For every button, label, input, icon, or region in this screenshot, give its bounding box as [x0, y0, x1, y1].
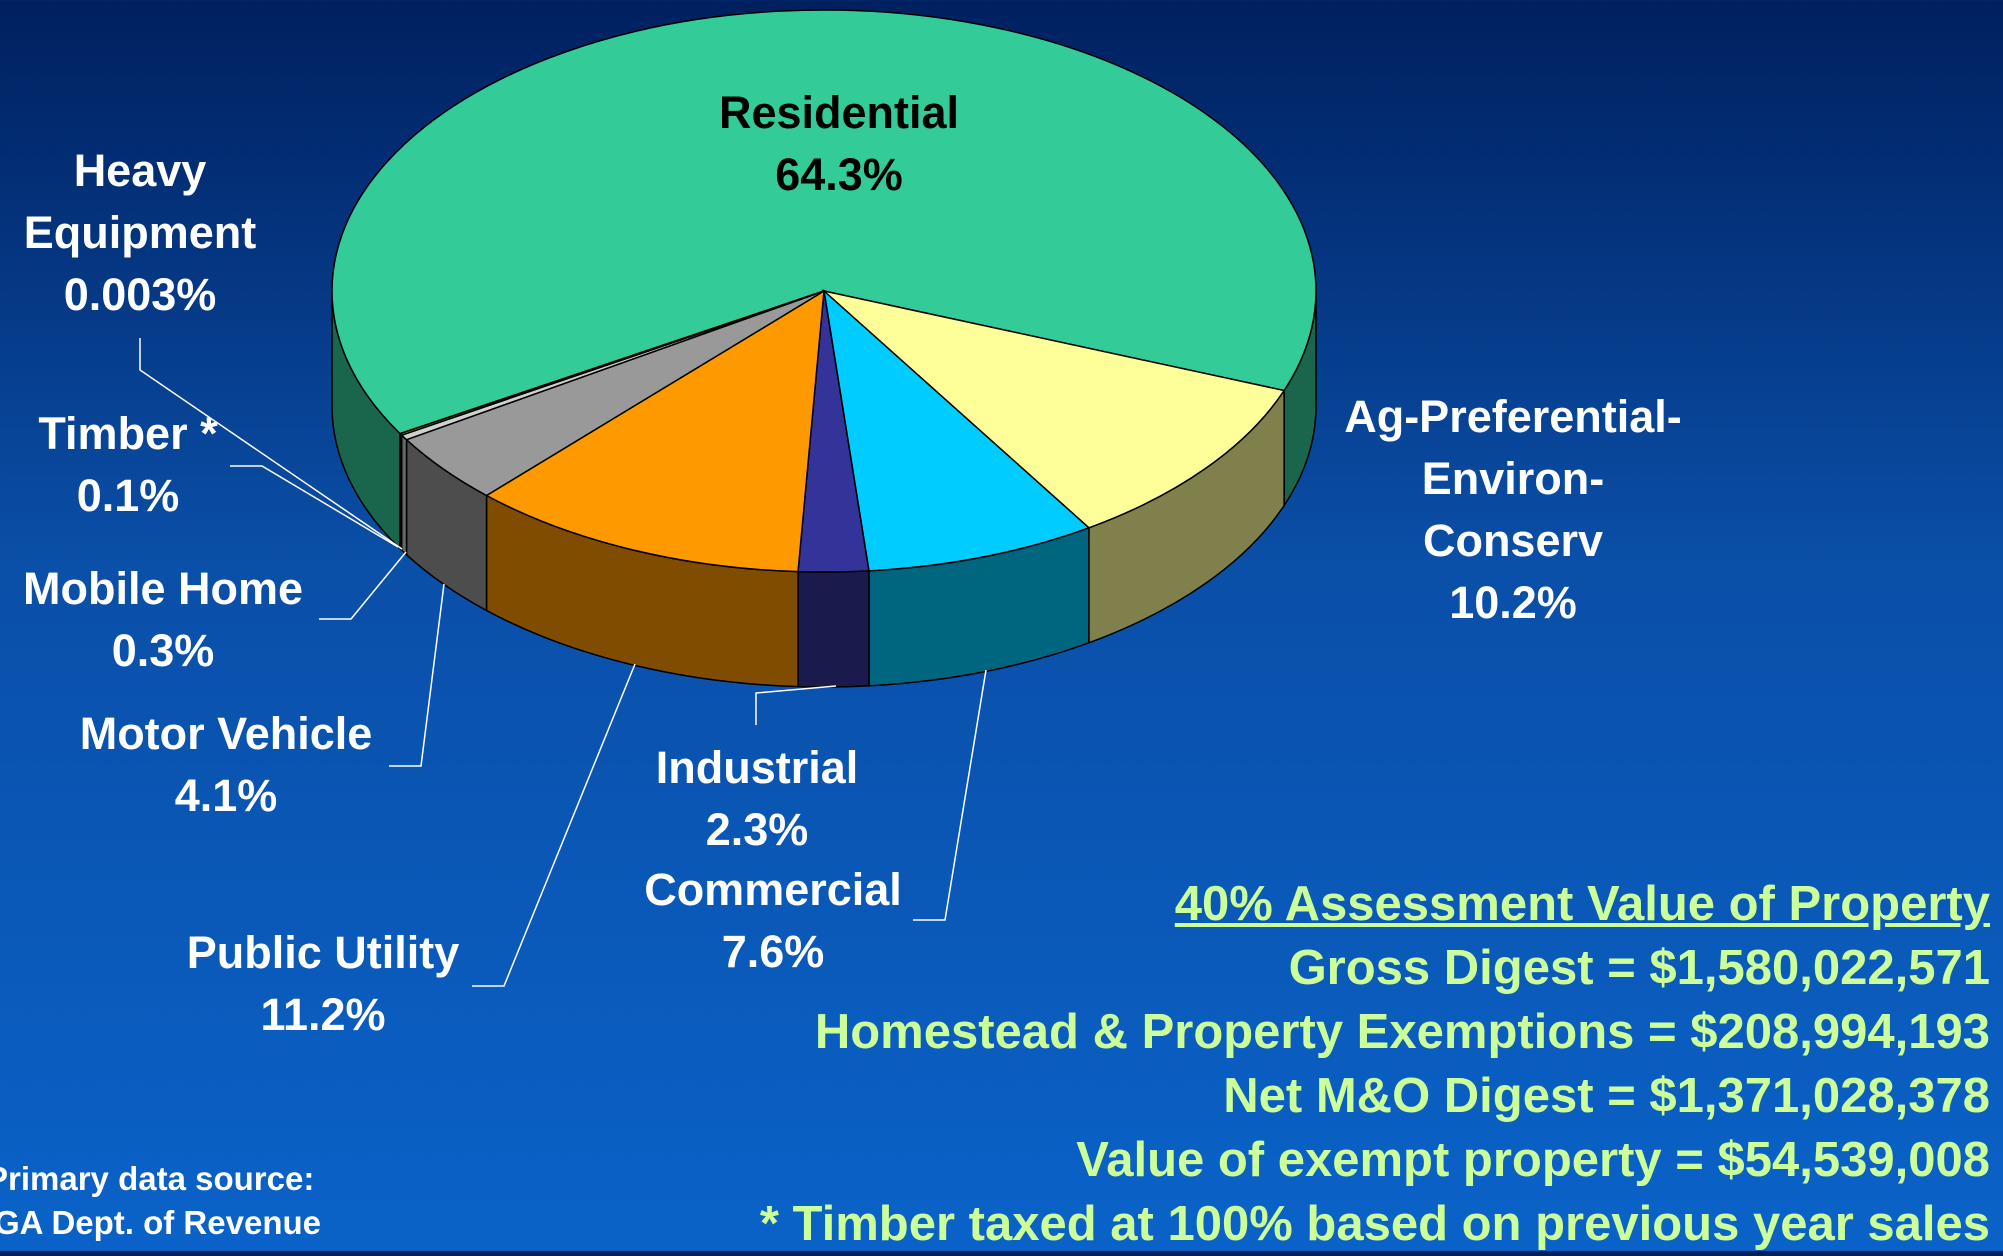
annotation-line: Net M&O Digest = $1,371,028,378 — [760, 1064, 1990, 1128]
annotation-line: Value of exempt property = $54,539,008 — [760, 1128, 1990, 1192]
category-label: Residential — [719, 82, 959, 144]
annotation-line: Homestead & Property Exemptions = $208,9… — [760, 1000, 1990, 1064]
category-label: Motor Vehicle — [80, 703, 373, 765]
value-label: 10.2% — [1344, 572, 1682, 634]
value-label: 4.1% — [80, 765, 373, 827]
leader-line — [389, 584, 444, 766]
annotation-title: 40% Assessment Value of Property — [760, 872, 1990, 936]
pie-slice-side — [798, 571, 869, 687]
annotation-line: Gross Digest = $1,580,022,571 — [760, 936, 1990, 1000]
category-label: Ag-Preferential- Environ- Conserv — [1344, 386, 1682, 572]
leader-line — [472, 664, 635, 986]
source-line: Primary data source: — [0, 1157, 321, 1201]
value-label: 0.1% — [38, 465, 217, 527]
category-label: Mobile Home — [23, 558, 303, 620]
source-line: GA Dept. of Revenue — [0, 1201, 321, 1245]
annotation-block: 40% Assessment Value of Property Gross D… — [760, 872, 1990, 1256]
value-label: 0.3% — [23, 620, 303, 682]
leader-line — [319, 552, 406, 619]
category-label: Heavy Equipment — [24, 140, 257, 264]
value-label: 11.2% — [187, 984, 460, 1046]
leader-line — [756, 686, 836, 725]
value-label: 64.3% — [719, 144, 959, 206]
slice-label: Timber *0.1% — [38, 403, 217, 527]
category-label: Timber * — [38, 403, 217, 465]
value-label: 0.003% — [24, 264, 257, 326]
category-label: Industrial — [656, 737, 859, 799]
source: Primary data source:GA Dept. of Revenue — [0, 1157, 321, 1245]
category-label: Public Utility — [187, 922, 460, 984]
value-label: 2.3% — [656, 799, 859, 861]
annotation-line: * Timber taxed at 100% based on previous… — [760, 1192, 1990, 1256]
